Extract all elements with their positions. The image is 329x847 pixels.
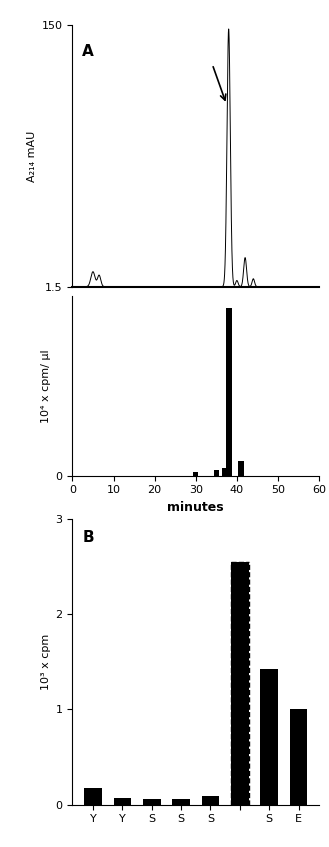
X-axis label: minutes: minutes (167, 501, 224, 514)
Bar (260, 669, 278, 805)
Text: B: B (82, 530, 94, 545)
Bar (84, 788, 102, 805)
Bar (214, 469, 219, 476)
Bar (290, 710, 307, 805)
Bar (222, 468, 227, 476)
Bar (231, 562, 249, 805)
Y-axis label: A₂₁₄ mAU: A₂₁₄ mAU (28, 130, 38, 181)
Bar (114, 798, 131, 805)
Bar (238, 462, 244, 476)
Bar (172, 800, 190, 805)
Text: A: A (82, 44, 94, 58)
Bar (143, 799, 161, 805)
Y-axis label: 10³ x cpm: 10³ x cpm (41, 634, 51, 690)
Bar (231, 562, 249, 805)
Bar (202, 796, 219, 805)
Bar (226, 308, 232, 476)
Bar (193, 472, 198, 476)
Y-axis label: 10⁴ x cpm/ µl: 10⁴ x cpm/ µl (41, 349, 52, 423)
